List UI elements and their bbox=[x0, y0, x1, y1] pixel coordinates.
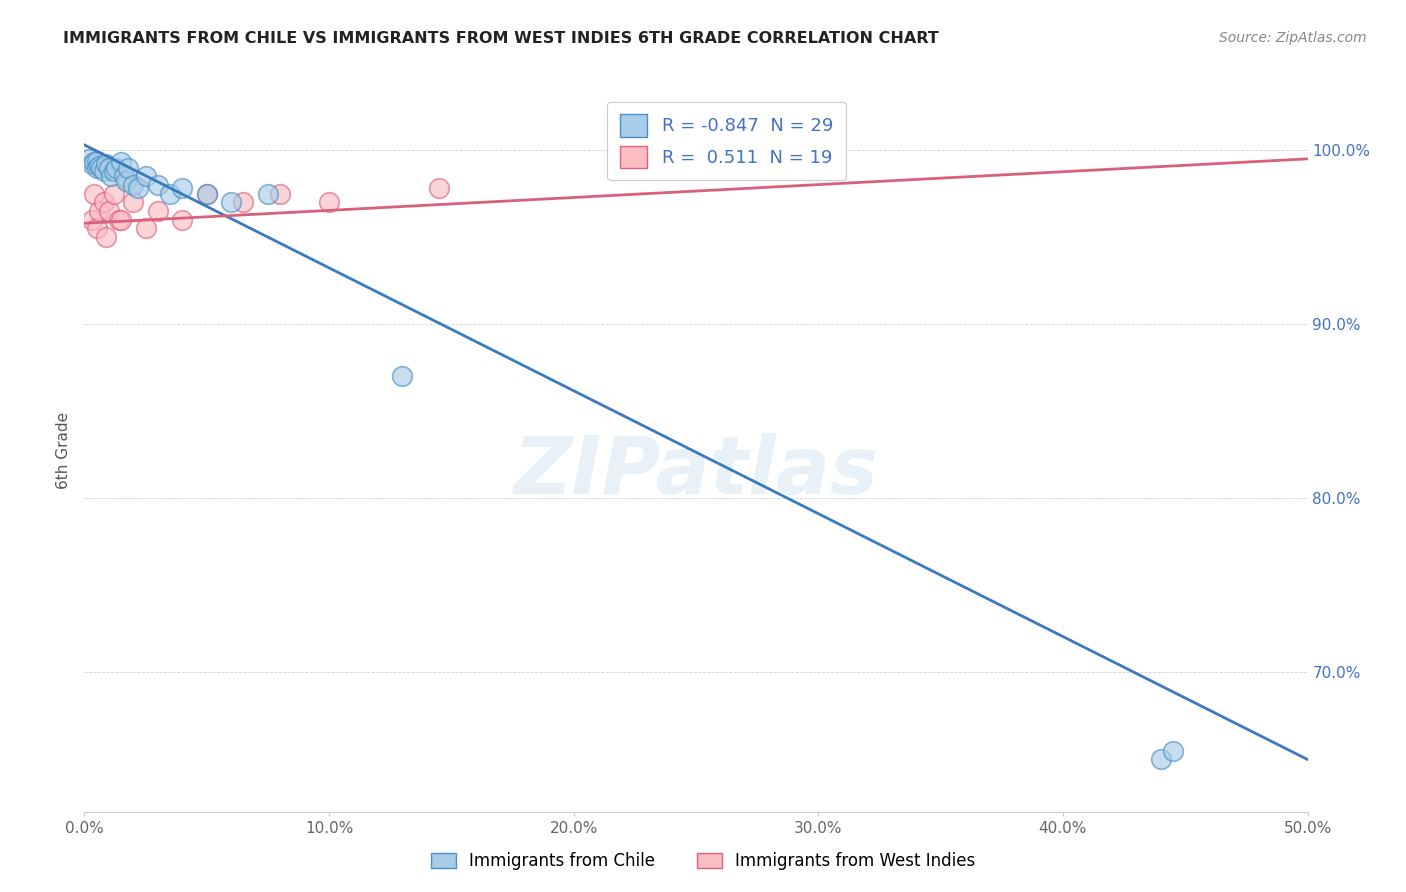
Point bbox=[219, 195, 242, 210]
Point bbox=[80, 212, 103, 227]
Point bbox=[103, 186, 125, 201]
Point bbox=[80, 157, 103, 171]
Point bbox=[87, 204, 110, 219]
Legend: Immigrants from Chile, Immigrants from West Indies: Immigrants from Chile, Immigrants from W… bbox=[425, 846, 981, 877]
Point bbox=[427, 181, 450, 195]
Point bbox=[110, 155, 132, 169]
Point bbox=[115, 174, 138, 188]
Point bbox=[172, 181, 194, 195]
Point bbox=[269, 186, 291, 201]
Point bbox=[195, 186, 218, 201]
Point bbox=[391, 369, 413, 384]
Point bbox=[1150, 752, 1173, 766]
Point bbox=[159, 186, 181, 201]
Y-axis label: 6th Grade: 6th Grade bbox=[56, 412, 72, 489]
Point bbox=[93, 195, 115, 210]
Point bbox=[107, 212, 129, 227]
Point bbox=[146, 178, 169, 192]
Point bbox=[122, 178, 145, 192]
Point bbox=[97, 204, 120, 219]
Point bbox=[318, 195, 340, 210]
Point bbox=[86, 161, 108, 175]
Point bbox=[195, 186, 218, 201]
Legend: R = -0.847  N = 29, R =  0.511  N = 19: R = -0.847 N = 29, R = 0.511 N = 19 bbox=[607, 102, 845, 180]
Text: IMMIGRANTS FROM CHILE VS IMMIGRANTS FROM WEST INDIES 6TH GRADE CORRELATION CHART: IMMIGRANTS FROM CHILE VS IMMIGRANTS FROM… bbox=[63, 31, 939, 46]
Point bbox=[105, 161, 128, 175]
Point bbox=[87, 159, 110, 173]
Point bbox=[117, 161, 139, 175]
Point bbox=[86, 221, 108, 235]
Text: ZIPatlas: ZIPatlas bbox=[513, 434, 879, 511]
Point bbox=[96, 157, 118, 171]
Point bbox=[112, 169, 135, 184]
Point bbox=[83, 155, 105, 169]
Point bbox=[1161, 744, 1184, 758]
Text: Source: ZipAtlas.com: Source: ZipAtlas.com bbox=[1219, 31, 1367, 45]
Point bbox=[146, 204, 169, 219]
Point bbox=[127, 181, 149, 195]
Point bbox=[96, 230, 118, 244]
Point bbox=[122, 195, 145, 210]
Point bbox=[257, 186, 280, 201]
Point bbox=[135, 221, 157, 235]
Point bbox=[93, 164, 115, 178]
Point bbox=[232, 195, 254, 210]
Point bbox=[110, 212, 132, 227]
Point bbox=[103, 164, 125, 178]
Point bbox=[135, 169, 157, 184]
Point bbox=[83, 186, 105, 201]
Point bbox=[86, 153, 108, 168]
Point bbox=[100, 169, 122, 184]
Point bbox=[97, 161, 120, 175]
Point bbox=[172, 212, 194, 227]
Point bbox=[90, 161, 112, 175]
Point bbox=[77, 152, 100, 166]
